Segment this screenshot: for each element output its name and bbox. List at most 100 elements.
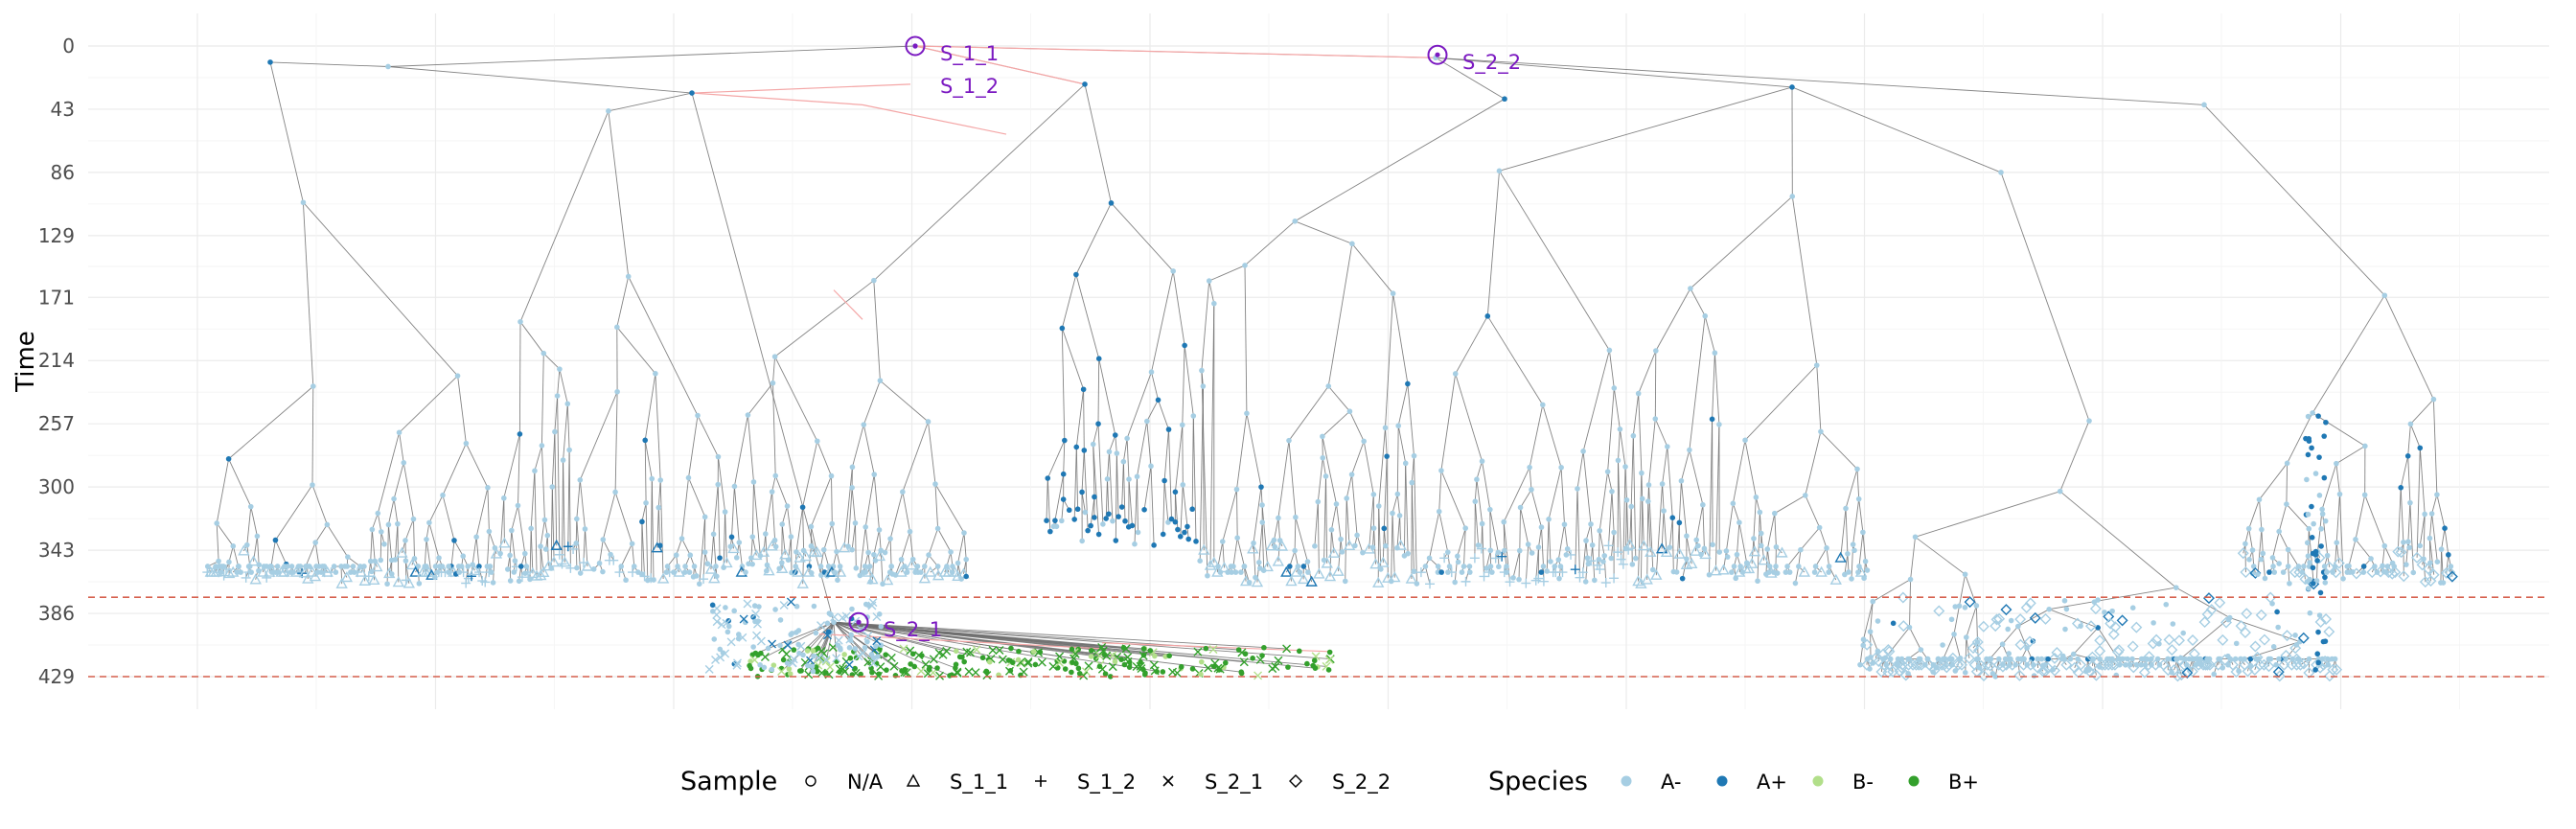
tree-edge — [1383, 528, 1387, 546]
tree-edge — [303, 201, 458, 377]
sample-node-diamond — [2024, 597, 2036, 610]
tree-node — [795, 628, 802, 633]
tree-node — [1126, 664, 1133, 670]
tree-node — [1846, 569, 1852, 575]
sample-node-diamond — [1952, 658, 1965, 671]
tree-node — [2273, 661, 2279, 668]
tree-edge — [1363, 441, 1374, 495]
y-tick-label: 86 — [51, 161, 75, 184]
sample-node-cross — [777, 667, 787, 677]
tree-edge — [833, 621, 1065, 662]
sample-node-triangle — [1323, 570, 1337, 582]
sample-node-cross — [851, 668, 861, 678]
sample-node-triangle — [721, 556, 733, 568]
sample-node-diamond — [2440, 566, 2452, 579]
tree-node — [2255, 571, 2261, 578]
tree-edge — [475, 537, 480, 567]
tree-node — [2271, 569, 2278, 575]
tree-edge — [862, 380, 881, 426]
tree-edge — [1236, 538, 1245, 567]
tree-edge — [645, 502, 649, 581]
tree-edge — [2383, 545, 2394, 564]
tree-node — [642, 437, 649, 444]
sample-node-diamond — [2350, 567, 2362, 580]
sample-node-diamond — [2398, 570, 2410, 583]
sample-node-diamond — [1968, 658, 1981, 671]
sample-node-plus — [1577, 567, 1588, 578]
tree-node — [799, 504, 806, 511]
tree-node — [1180, 482, 1186, 488]
tree-edge — [576, 518, 582, 574]
tree-node — [2307, 576, 2312, 583]
tree-node — [2276, 656, 2282, 662]
tree-edge — [795, 507, 804, 552]
tree-node — [1095, 531, 1102, 538]
sample-node-triangle — [1815, 565, 1828, 577]
tree-edge — [551, 486, 555, 563]
tree-node — [1546, 516, 1552, 522]
sample-node-cross — [854, 652, 863, 661]
tree-node — [463, 440, 470, 447]
tree-node — [310, 482, 315, 488]
tree-node — [2304, 540, 2311, 546]
sample-node-triangle — [1372, 576, 1385, 587]
tree-edge — [901, 531, 910, 560]
tree-node — [2225, 616, 2232, 623]
tree-node — [548, 565, 555, 571]
tree-edge — [1378, 505, 1382, 569]
tree-node — [1396, 513, 1403, 518]
tree-edge — [250, 506, 258, 537]
tree-node — [485, 485, 491, 491]
sample-node-cross — [998, 655, 1007, 664]
tree-node — [361, 564, 367, 569]
tree-node — [554, 393, 561, 399]
tree-node — [751, 603, 758, 609]
tree-node — [310, 383, 316, 389]
sample-node-cross — [921, 659, 931, 669]
tree-edge — [1680, 480, 1688, 537]
sample-node-cross — [712, 617, 722, 627]
tree-node — [1695, 542, 1701, 549]
sample-node-diamond — [2235, 620, 2247, 633]
tree-node — [805, 662, 811, 669]
tree-node — [1193, 539, 1199, 544]
tree-node — [2249, 547, 2256, 553]
tree-edge — [503, 497, 505, 543]
tree-node — [1129, 522, 1136, 529]
tree-node — [2050, 666, 2057, 673]
tree-edge — [1201, 370, 1208, 576]
tree-node — [1673, 569, 1680, 575]
tree-node — [522, 570, 528, 576]
tree-node — [983, 668, 989, 675]
legend-entry: B- — [1812, 771, 1874, 794]
tree-edge — [1107, 451, 1110, 479]
tree-node — [1842, 571, 1848, 578]
tree-node — [1501, 547, 1507, 554]
tree-node — [1200, 383, 1207, 389]
tree-edge — [1732, 440, 1746, 504]
tree-edge — [1081, 492, 1086, 513]
tree-edge — [880, 380, 929, 423]
sample-node-triangle — [298, 566, 311, 578]
tree-node — [1189, 506, 1195, 513]
tree-node — [1784, 564, 1790, 569]
tree-edge — [540, 519, 545, 547]
tree-edge — [774, 475, 788, 507]
tree-edge — [2248, 528, 2253, 551]
tree-node — [2299, 569, 2306, 575]
tree-node — [817, 564, 824, 569]
sample-node-diamond — [2288, 566, 2301, 579]
tree-edge — [810, 475, 832, 527]
tree-edge — [399, 432, 404, 463]
tree-node — [1635, 390, 1642, 397]
sample-node-cross — [863, 632, 873, 641]
tree-edge — [1640, 498, 1644, 585]
tree-node — [2428, 511, 2435, 517]
tree-edge — [909, 531, 914, 560]
tree-node — [1558, 464, 1564, 471]
tree-node — [1907, 576, 1914, 583]
tree-node — [1189, 666, 1196, 672]
sample-node-triangle — [918, 572, 932, 584]
sample-node-triangle — [426, 568, 438, 580]
tree-node — [1141, 507, 1147, 513]
